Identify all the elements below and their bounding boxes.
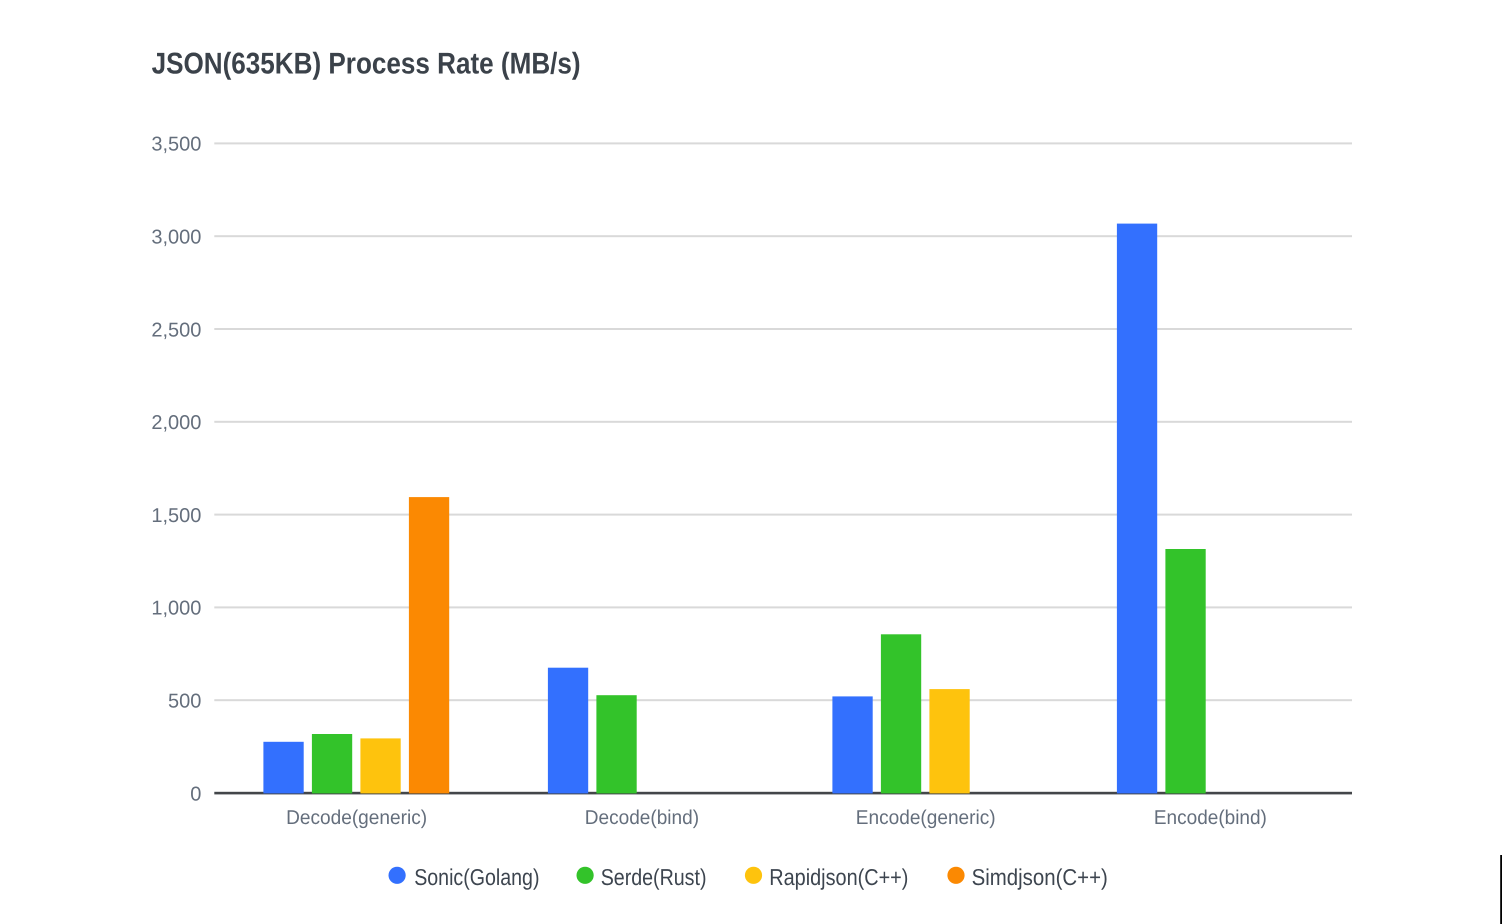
svg-text:Sonic(Golang): Sonic(Golang): [414, 864, 539, 890]
svg-text:3,000: 3,000: [151, 227, 201, 249]
svg-text:2,500: 2,500: [151, 319, 201, 341]
svg-text:Encode(bind): Encode(bind): [1154, 807, 1267, 829]
svg-text:Decode(generic): Decode(generic): [286, 807, 427, 829]
svg-text:1,500: 1,500: [151, 505, 201, 527]
svg-text:Simdjson(C++): Simdjson(C++): [972, 864, 1108, 890]
svg-text:JSON(635KB) Process Rate (MB/s: JSON(635KB) Process Rate (MB/s): [152, 48, 581, 81]
svg-text:2,000: 2,000: [151, 412, 201, 434]
svg-text:Rapidjson(C++): Rapidjson(C++): [769, 864, 908, 890]
svg-text:500: 500: [168, 691, 201, 713]
svg-text:Serde(Rust): Serde(Rust): [601, 864, 707, 890]
svg-text:1,000: 1,000: [151, 598, 201, 620]
svg-text:0: 0: [190, 783, 201, 805]
svg-text:Encode(generic): Encode(generic): [856, 807, 996, 829]
svg-text:Decode(bind): Decode(bind): [585, 807, 699, 829]
svg-text:3,500: 3,500: [151, 134, 201, 156]
